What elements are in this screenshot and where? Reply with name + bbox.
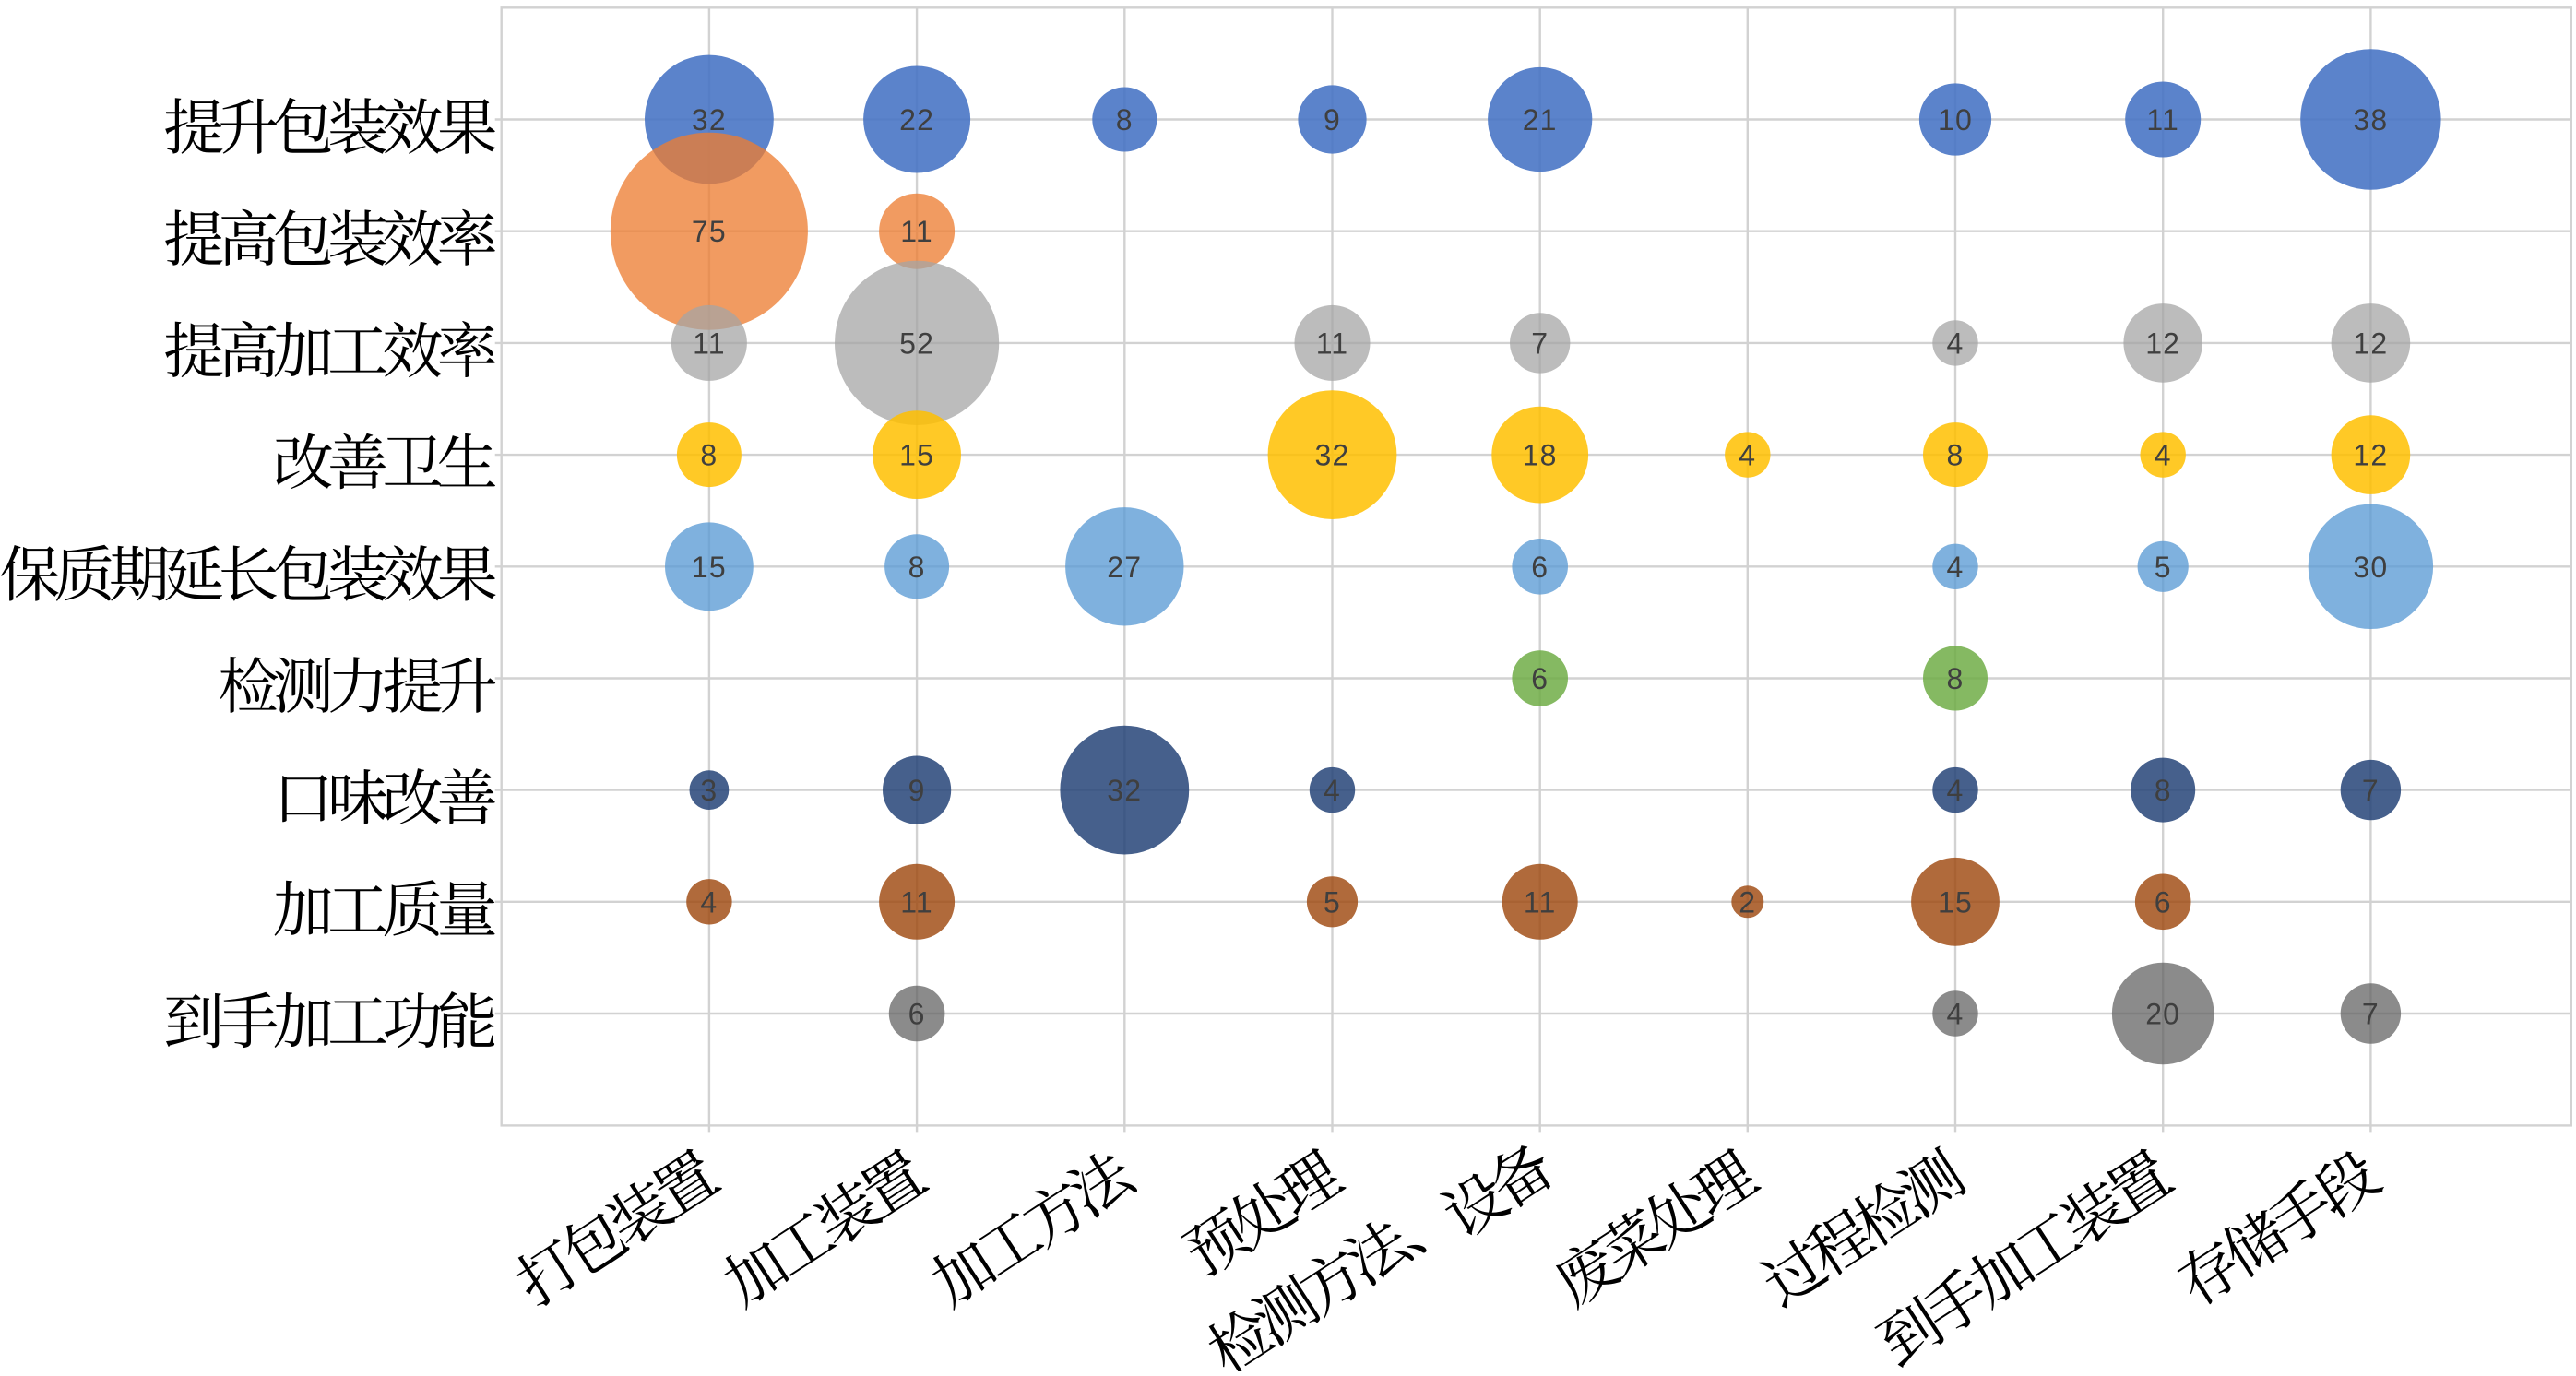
- svg-text:6: 6: [1531, 551, 1549, 584]
- svg-text:4: 4: [1739, 439, 1756, 472]
- svg-text:7: 7: [2362, 774, 2380, 807]
- svg-text:12: 12: [2145, 326, 2180, 360]
- svg-text:5: 5: [2155, 551, 2172, 584]
- svg-text:22: 22: [899, 103, 934, 136]
- svg-text:20: 20: [2145, 998, 2180, 1031]
- svg-text:11: 11: [693, 326, 726, 360]
- svg-text:8: 8: [1116, 103, 1134, 136]
- svg-text:10: 10: [1938, 103, 1973, 136]
- svg-text:32: 32: [692, 103, 727, 136]
- svg-text:9: 9: [908, 774, 926, 807]
- svg-text:8: 8: [1947, 662, 1965, 695]
- svg-text:38: 38: [2353, 103, 2388, 136]
- svg-text:6: 6: [2155, 885, 2172, 919]
- svg-text:11: 11: [900, 215, 933, 248]
- svg-text:12: 12: [2353, 439, 2388, 472]
- svg-text:11: 11: [1524, 885, 1557, 919]
- svg-text:18: 18: [1523, 439, 1558, 472]
- svg-text:4: 4: [1947, 551, 1965, 584]
- svg-text:8: 8: [908, 551, 926, 584]
- svg-text:8: 8: [1947, 439, 1965, 472]
- svg-text:7: 7: [2362, 998, 2380, 1031]
- svg-text:11: 11: [1316, 326, 1349, 360]
- svg-text:8: 8: [700, 439, 718, 472]
- svg-text:15: 15: [692, 551, 727, 584]
- svg-text:4: 4: [700, 885, 718, 919]
- svg-text:21: 21: [1523, 103, 1558, 136]
- svg-text:7: 7: [1531, 326, 1549, 360]
- svg-text:4: 4: [1947, 774, 1965, 807]
- svg-text:11: 11: [2146, 103, 2179, 136]
- svg-text:5: 5: [1324, 885, 1341, 919]
- svg-text:11: 11: [900, 885, 933, 919]
- svg-text:4: 4: [1324, 774, 1341, 807]
- svg-text:3: 3: [700, 774, 718, 807]
- svg-text:6: 6: [908, 998, 926, 1031]
- svg-text:8: 8: [2155, 774, 2172, 807]
- svg-text:2: 2: [1739, 885, 1756, 919]
- svg-text:27: 27: [1107, 551, 1142, 584]
- svg-text:15: 15: [1938, 885, 1973, 919]
- svg-text:9: 9: [1324, 103, 1341, 136]
- svg-text:4: 4: [1947, 326, 1965, 360]
- svg-text:32: 32: [1315, 439, 1350, 472]
- svg-text:6: 6: [1531, 662, 1549, 695]
- svg-text:52: 52: [899, 326, 934, 360]
- svg-text:4: 4: [1947, 998, 1965, 1031]
- svg-text:75: 75: [692, 215, 727, 248]
- svg-text:15: 15: [899, 439, 934, 472]
- svg-text:32: 32: [1107, 774, 1142, 807]
- svg-text:12: 12: [2353, 326, 2388, 360]
- svg-text:4: 4: [2155, 439, 2172, 472]
- svg-text:30: 30: [2353, 551, 2388, 584]
